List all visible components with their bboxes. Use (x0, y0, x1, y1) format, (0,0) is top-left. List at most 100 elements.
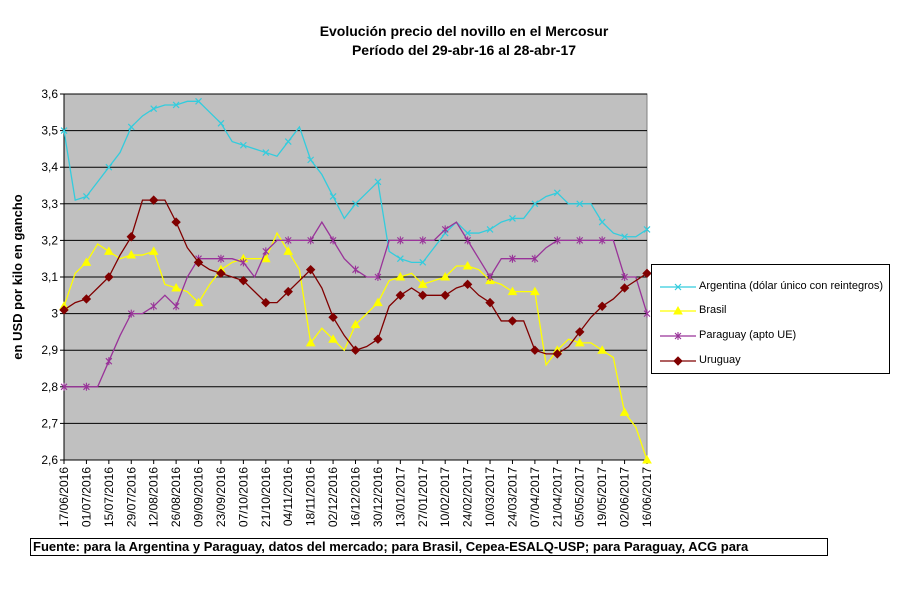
data-point (440, 271, 451, 281)
y-tick-label: 2,8 (41, 380, 58, 394)
data-point (104, 272, 114, 282)
source-footnote: Fuente: para la Argentina y Paraguay, da… (30, 538, 828, 556)
data-point (642, 454, 652, 464)
data-point (307, 236, 315, 245)
data-point (82, 193, 90, 200)
data-point (283, 246, 294, 255)
chart-title: Evolución precio del novillo en el Merco… (64, 22, 864, 60)
legend-label-argentina: Argentina (dólar único con reintegros) (699, 280, 884, 292)
data-point (553, 236, 561, 245)
data-point (509, 215, 516, 222)
x-tick-label: 21/04/2017 (550, 467, 564, 527)
legend-label-uruguay: Uruguay (699, 354, 741, 366)
data-point (553, 189, 561, 197)
x-tick-label: 09/09/2016 (192, 467, 206, 527)
legend-swatch-uruguay (660, 356, 696, 366)
data-point (350, 319, 361, 329)
data-point (464, 229, 472, 237)
series-lines (59, 97, 652, 464)
series-1 (59, 231, 652, 464)
x-tick-label: 04/11/2016 (281, 467, 295, 526)
data-point (260, 253, 271, 263)
data-point (172, 101, 180, 109)
data-point (373, 297, 383, 307)
data-point (374, 273, 382, 281)
data-point (576, 200, 584, 208)
x-tick-label: 23/09/2016 (214, 467, 228, 527)
data-point (396, 255, 404, 263)
x-tick-label: 07/04/2017 (528, 467, 542, 527)
data-point (150, 105, 158, 113)
data-point (307, 156, 315, 164)
x-tick-label: 26/08/2016 (169, 467, 183, 527)
data-point (283, 286, 293, 297)
y-tick-label: 2,9 (41, 343, 58, 357)
data-point (328, 312, 338, 322)
data-point (530, 286, 540, 296)
legend-label-brasil: Brasil (699, 304, 727, 316)
data-point (374, 178, 382, 186)
x-tick-label: 15/07/2016 (102, 467, 116, 527)
data-point (60, 127, 68, 135)
data-point (673, 305, 683, 315)
data-point (126, 232, 136, 242)
data-point (105, 357, 113, 366)
y-tick-label: 2,7 (41, 416, 58, 430)
data-point (574, 337, 585, 347)
data-point (352, 200, 359, 208)
data-point (350, 345, 361, 355)
data-point (127, 309, 135, 318)
data-point (172, 302, 180, 311)
series-0 (60, 97, 651, 266)
data-point (507, 316, 518, 326)
data-point (462, 279, 473, 290)
data-point (597, 345, 608, 354)
x-tick-label: 24/02/2017 (461, 467, 475, 527)
data-point (284, 236, 292, 245)
y-tick-label: 3,3 (41, 197, 58, 211)
legend-swatch-paraguay (660, 332, 696, 340)
data-point (417, 279, 428, 288)
legend-swatch-brasil (660, 305, 696, 315)
data-point (81, 294, 92, 304)
data-point (262, 149, 270, 156)
chart-title-line-2: Período del 29-abr-16 al 28-abr-17 (351, 42, 577, 58)
data-point (105, 163, 113, 171)
data-point (674, 332, 682, 340)
data-point (440, 290, 450, 301)
chart-title-line-1: Evolución precio del novillo en el Merco… (319, 23, 609, 39)
data-point (148, 246, 159, 255)
legend-label-paraguay: Paraguay (apto UE) (699, 329, 797, 341)
data-point (531, 200, 539, 208)
data-point (329, 236, 337, 245)
x-tick-label: 12/08/2016 (147, 467, 161, 527)
legend-item-brasil: Brasil (652, 301, 889, 321)
x-tick-label: 21/10/2016 (259, 467, 273, 527)
data-point (619, 407, 630, 416)
data-point (531, 254, 539, 263)
y-tick-label: 3,6 (41, 87, 58, 101)
legend-item-paraguay: Paraguay (apto UE) (652, 326, 889, 346)
y-axis-label: en USD por kilo en gancho (10, 194, 25, 359)
x-tick-label: 02/06/2017 (618, 467, 632, 527)
data-point (216, 268, 226, 279)
data-point (352, 265, 359, 274)
data-point (441, 225, 449, 234)
data-point (621, 273, 628, 281)
y-tick-label: 3,5 (41, 124, 58, 138)
x-tick-label: 13/01/2017 (393, 467, 407, 527)
data-point (238, 275, 249, 286)
y-tick-label: 2,6 (41, 453, 58, 467)
data-point (462, 261, 473, 270)
data-point (575, 327, 585, 337)
data-point (305, 337, 316, 347)
data-point (485, 297, 495, 308)
data-point (239, 141, 247, 149)
data-point (193, 257, 204, 268)
x-tick-label: 10/02/2017 (438, 467, 452, 527)
y-tick-label: 3,1 (41, 270, 58, 284)
data-point (59, 305, 69, 315)
x-tick-label: 07/10/2016 (236, 467, 250, 527)
data-point (621, 233, 629, 241)
